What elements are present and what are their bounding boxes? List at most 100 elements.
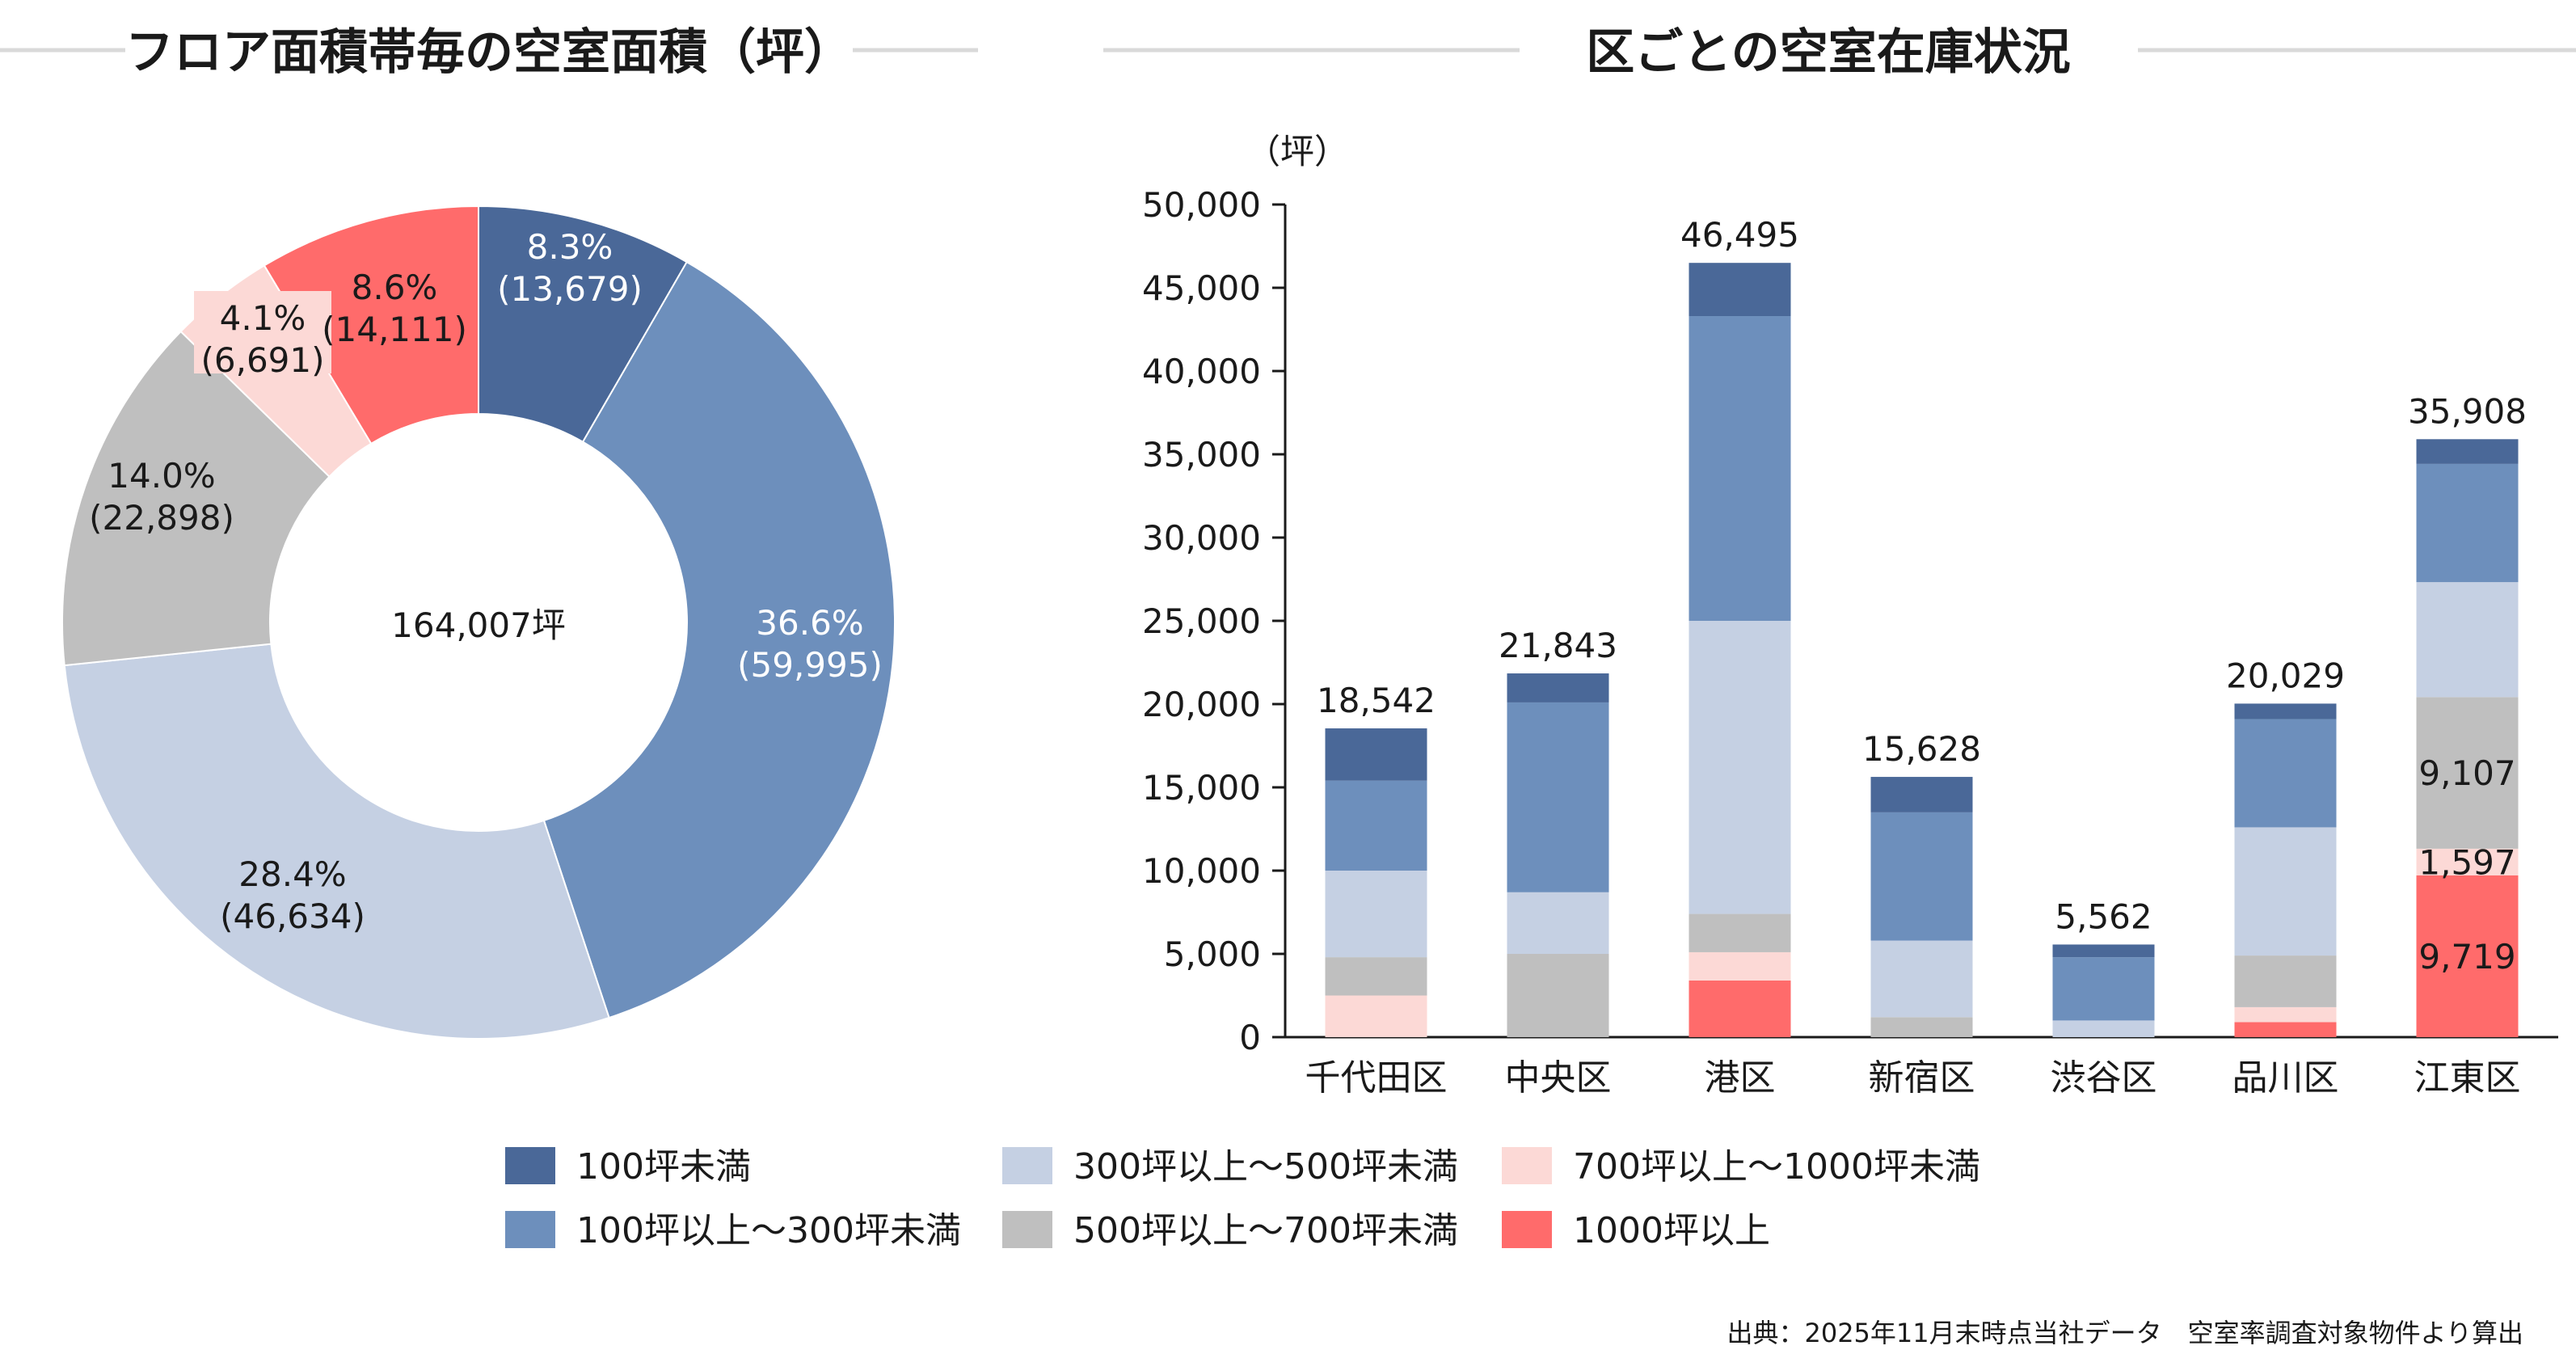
donut-value-label-700to1000: (6,691): [200, 340, 324, 380]
source-note: 出典：2025年11月末時点当社データ 空室率調査対象物件より算出: [1726, 1318, 2523, 1348]
bar-segment-700to1000: [2234, 1006, 2337, 1023]
y-tick-label: 35,000: [1142, 435, 1261, 475]
legend-label-700to1000: 700坪以上～1000坪未満: [1573, 1146, 1980, 1187]
stacked-bar-chart: 0 5,000 10,000 15,000 20,000 25,000 30,000 35,0…: [1142, 185, 2558, 1099]
x-category-label: 港区: [1705, 1057, 1776, 1099]
bar-segment-500to700: [2234, 955, 2337, 1007]
y-tick-label: 25,000: [1142, 601, 1261, 641]
bar-segment-300to500: [2234, 827, 2337, 956]
donut-slice-ge1000: [263, 205, 479, 445]
legend-label-100to300: 100坪以上～300坪未満: [576, 1210, 961, 1251]
legend: 100坪未満 100坪以上～300坪未満 300坪以上～500坪未満 500坪以上～7…: [505, 1146, 1980, 1251]
bar-segment-500to700: [1689, 913, 1791, 952]
bar-segment-label-ge1000: 9,719: [2418, 937, 2515, 977]
bar-segment-100to300: [1870, 812, 1973, 941]
y-tick-label: 50,000: [1142, 185, 1261, 225]
bar-segment-500to700: [1870, 1017, 1973, 1037]
donut-value-label-100to300: (59,995): [737, 645, 883, 685]
donut-slice-500to700: [61, 330, 331, 667]
bar-segment-label-500to700: 9,107: [2418, 753, 2515, 793]
x-category-label: 中央区: [1505, 1057, 1612, 1099]
x-category-label: 品川区: [2232, 1057, 2339, 1099]
bar-segment-lt100: [1870, 777, 1973, 812]
donut-slice-300to500: [63, 643, 610, 1040]
bar-segment-lt100: [1689, 263, 1791, 317]
bar-segment-700to1000: [1325, 995, 1427, 1037]
y-tick-label: 15,000: [1142, 768, 1261, 808]
donut-label-bg-700to1000: [194, 291, 331, 373]
donut-value-label-500to700: (22,898): [89, 498, 234, 538]
donut-pct-label-700to1000: 4.1%: [220, 298, 306, 338]
bar-segment-500to700: [1507, 954, 1609, 1037]
bar-total-label: 46,495: [1680, 215, 1799, 255]
x-category-label: 江東区: [2414, 1057, 2521, 1099]
bar-segment-700to1000: [2416, 848, 2519, 875]
y-tick-label: 5,000: [1164, 934, 1261, 974]
bar-total-label: 15,628: [1862, 729, 1981, 769]
donut-value-label-lt100: (13,679): [497, 269, 643, 309]
x-category-label: 新宿区: [1869, 1057, 1975, 1099]
donut-pct-label-lt100: 8.3%: [527, 227, 613, 267]
legend-label-lt100: 100坪未満: [576, 1146, 751, 1187]
bar-segment-ge1000: [2234, 1022, 2337, 1037]
legend-swatch-700to1000: [1502, 1147, 1552, 1184]
bar-segment-lt100: [2052, 944, 2155, 958]
legend-swatch-lt100: [505, 1147, 555, 1184]
bar-segment-300to500: [2416, 582, 2519, 698]
bar-segment-100to300: [2416, 463, 2519, 583]
bar-segment-300to500: [2052, 1020, 2155, 1037]
bar-total-label: 35,908: [2408, 391, 2527, 431]
bar-segment-label-700to1000: 1,597: [2418, 842, 2515, 882]
bar-total-label: 18,542: [1317, 681, 1436, 720]
legend-swatch-ge1000: [1502, 1211, 1552, 1248]
donut-center-label: 164,007坪: [391, 605, 566, 645]
bar-segment-ge1000: [2416, 875, 2519, 1037]
donut-chart: 8.3%(13,679) 36.6%(59,995) 28.4%(46,634) 14…: [61, 205, 896, 1040]
x-category-label: 千代田区: [1305, 1057, 1448, 1099]
x-category-label: 渋谷区: [2051, 1057, 2157, 1099]
legend-label-ge1000: 1000坪以上: [1573, 1210, 1770, 1251]
bar-total-label: 21,843: [1499, 626, 1617, 665]
bar-segment-100to300: [1689, 316, 1791, 621]
donut-pct-label-300to500: 28.4%: [238, 854, 346, 894]
bar-total-label: 20,029: [2226, 656, 2345, 695]
bar-title: 区ごとの空室在庫状況: [1586, 24, 2070, 81]
bar-segment-700to1000: [1689, 951, 1791, 981]
legend-label-300to500: 300坪以上～500坪未満: [1073, 1146, 1458, 1187]
donut-pct-label-500to700: 14.0%: [108, 456, 215, 496]
donut-pct-label-ge1000: 8.6%: [352, 268, 438, 307]
legend-swatch-300to500: [1002, 1147, 1052, 1184]
bar-segment-300to500: [1870, 940, 1973, 1018]
donut-value-label-ge1000: (14,111): [322, 310, 467, 349]
bar-segment-lt100: [1507, 673, 1609, 702]
bar-segment-500to700: [1325, 957, 1427, 996]
y-tick-label: 30,000: [1142, 518, 1261, 558]
y-tick-label: 0: [1239, 1018, 1261, 1057]
bar-segment-100to300: [1507, 702, 1609, 892]
bar-segment-lt100: [2234, 703, 2337, 719]
y-axis-unit: （坪）: [1246, 132, 1348, 171]
bar-segment-100to300: [2052, 957, 2155, 1021]
bar-segment-100to300: [1325, 780, 1427, 871]
legend-swatch-500to700: [1002, 1211, 1052, 1248]
bar-segment-100to300: [2234, 719, 2337, 828]
legend-label-500to700: 500坪以上～700坪未満: [1073, 1210, 1458, 1251]
bar-segment-lt100: [2416, 439, 2519, 464]
y-tick-label: 20,000: [1142, 685, 1261, 724]
bar-segment-300to500: [1325, 871, 1427, 958]
y-tick-label: 45,000: [1142, 268, 1261, 308]
y-tick-label: 10,000: [1142, 851, 1261, 891]
bar-segment-lt100: [1325, 728, 1427, 781]
donut-slice-100to300: [542, 260, 896, 1019]
bar-total-label: 5,562: [2055, 896, 2152, 936]
y-tick-label: 40,000: [1142, 352, 1261, 391]
bar-segment-500to700: [2416, 697, 2519, 849]
bar-segment-ge1000: [1689, 980, 1791, 1037]
donut-title: フロア面積帯毎の空室面積（坪）: [125, 24, 853, 81]
bar-segment-300to500: [1507, 892, 1609, 954]
legend-swatch-100to300: [505, 1211, 555, 1248]
bar-segment-300to500: [1689, 621, 1791, 914]
donut-pct-label-100to300: 36.6%: [756, 603, 863, 643]
donut-value-label-300to500: (46,634): [220, 896, 365, 936]
